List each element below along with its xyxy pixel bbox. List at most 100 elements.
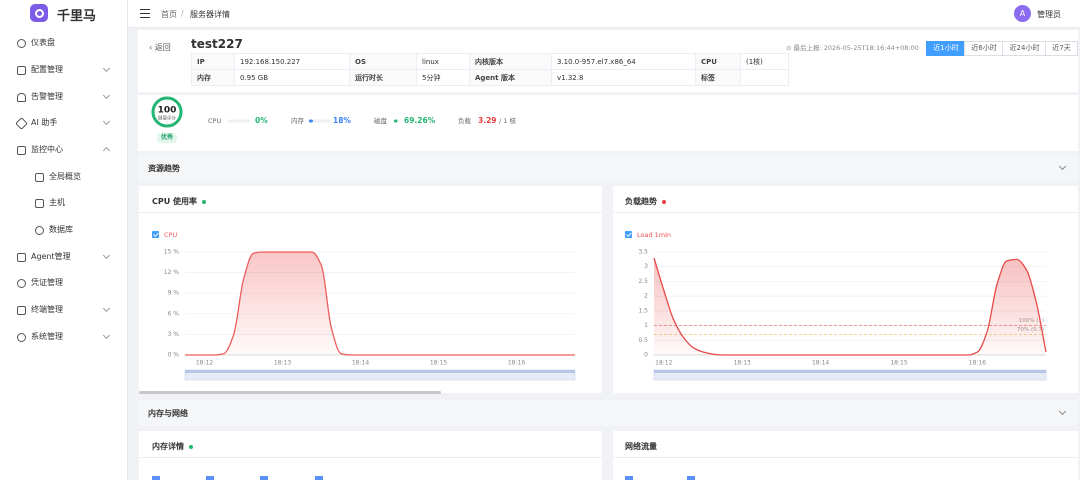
info-key: Agent 版本: [469, 69, 552, 86]
score-ring: [151, 96, 183, 128]
avatar[interactable]: A: [1014, 5, 1031, 22]
section-header[interactable]: [138, 400, 1078, 426]
y-tick-label: 1: [644, 322, 648, 329]
metric-value: 0%: [255, 116, 268, 125]
menu-toggle[interactable]: [140, 9, 150, 18]
y-tick-label: 2: [644, 293, 648, 300]
menu-item[interactable]: 全局概览: [49, 172, 81, 181]
chart-title-text: CPU 使用率: [152, 197, 198, 206]
menu-item[interactable]: 数据库: [49, 225, 73, 234]
info-value: [740, 69, 789, 86]
menu-item[interactable]: 主机: [49, 198, 65, 207]
y-tick-label: 0 %: [168, 352, 180, 359]
range-button[interactable]: 近7天: [1045, 41, 1078, 56]
menu-item[interactable]: 系统管理: [31, 332, 63, 341]
x-tick-label: 18:14: [352, 360, 369, 367]
legend-swatch: [152, 476, 160, 480]
back-label[interactable]: 返回: [154, 43, 171, 52]
menu-icon: [17, 253, 26, 262]
metric-unit: / 1 核: [499, 116, 516, 125]
legend-checkbox: [152, 231, 159, 238]
range-button[interactable]: 近24小时: [1002, 41, 1047, 56]
metric-value: 18%: [333, 116, 351, 125]
menu-item[interactable]: 凭证管理: [31, 278, 63, 287]
x-tick-label: 18:12: [196, 360, 213, 367]
menu-item[interactable]: Agent管理: [31, 252, 71, 261]
back-button[interactable]: ‹ 返回: [149, 43, 171, 52]
x-tick-label: 18:13: [274, 360, 291, 367]
panel-title: 网络流量: [625, 442, 657, 451]
legend-swatch: [260, 476, 268, 480]
y-tick-label: 6 %: [168, 310, 180, 317]
y-tick-label: 3 %: [168, 331, 180, 338]
line-area: [185, 252, 575, 355]
legend-label: CPU: [164, 231, 177, 239]
y-tick-label: 1.5: [638, 307, 648, 314]
y-tick-label: 12 %: [164, 269, 180, 276]
zoom-handle: [185, 370, 575, 373]
metric-track: [228, 119, 250, 123]
health-card: [138, 95, 1078, 151]
metric-value: 3.29: [478, 116, 497, 125]
user-name[interactable]: 管理员: [1037, 10, 1061, 19]
last-report: ⊙ 最后上报: 2026-05-25T18:16:44+08:00: [786, 44, 919, 52]
info-key: CPU: [695, 53, 741, 70]
metric-name: 负载: [458, 116, 472, 125]
x-tick-label: 18:15: [890, 360, 907, 367]
divider: [139, 457, 602, 458]
score-value: 100: [158, 106, 177, 116]
metric-bar: [309, 119, 313, 123]
x-tick-label: 18:12: [655, 360, 672, 367]
panel-title-text: 内存详情: [152, 442, 184, 451]
x-tick-label: 18:14: [812, 360, 829, 367]
chart-title: 负载趋势: [625, 196, 666, 207]
panel-title: 内存详情: [152, 441, 193, 452]
metric-track: [309, 119, 331, 123]
menu-item[interactable]: AI 助手: [31, 118, 58, 127]
menu-icon: [35, 226, 44, 235]
legend-swatch: [687, 476, 695, 480]
legend-swatch: [206, 476, 214, 480]
section-title: 内存与网络: [148, 409, 188, 418]
info-key: IP: [191, 53, 235, 70]
menu-item[interactable]: 告警管理: [31, 92, 63, 101]
metric-name: 内存: [291, 116, 305, 125]
breadcrumb: 服务器详情: [190, 10, 230, 19]
chart-card: [139, 186, 602, 393]
info-value: 5分钟: [416, 69, 470, 86]
metric-name: CPU: [208, 117, 221, 125]
menu-item[interactable]: 终端管理: [31, 305, 63, 314]
menu-item[interactable]: 配置管理: [31, 65, 63, 74]
zoom-handle: [654, 370, 1046, 373]
y-tick-label: 0.5: [638, 337, 648, 344]
metric-value: 69.26%: [404, 116, 436, 125]
y-tick-label: 3: [644, 263, 648, 270]
menu-icon: [17, 279, 26, 288]
info-key: 内存: [191, 69, 235, 86]
legend-check: [153, 232, 159, 238]
breadcrumb-sep: /: [181, 9, 184, 18]
y-tick-label: 2.5: [638, 278, 648, 285]
info-key: 内核版本: [469, 53, 552, 70]
scrollbar[interactable]: [139, 391, 441, 394]
x-tick-label: 18:16: [508, 360, 525, 367]
info-key: 标签: [695, 69, 741, 86]
status-dot: [202, 199, 207, 204]
menu-icon: [17, 93, 26, 102]
y-tick-label: 15 %: [164, 249, 180, 256]
breadcrumb[interactable]: 首页: [161, 10, 177, 19]
last-report-text: 最后上报: 2026-05-25T18:16:44+08:00: [793, 44, 919, 52]
y-tick-label: 3.5: [638, 249, 648, 256]
legend-check: [626, 232, 632, 238]
server-name: test227: [191, 37, 243, 51]
menu-item[interactable]: 监控中心: [31, 145, 63, 154]
section-header[interactable]: [138, 155, 1078, 181]
top-bar: [128, 0, 1080, 28]
legend-checkbox: [625, 231, 632, 238]
x-tick-label: 18:15: [430, 360, 447, 367]
menu-item[interactable]: 仪表盘: [31, 38, 55, 47]
menu-icon: [17, 306, 26, 315]
info-value: 0.95 GB: [234, 69, 350, 86]
